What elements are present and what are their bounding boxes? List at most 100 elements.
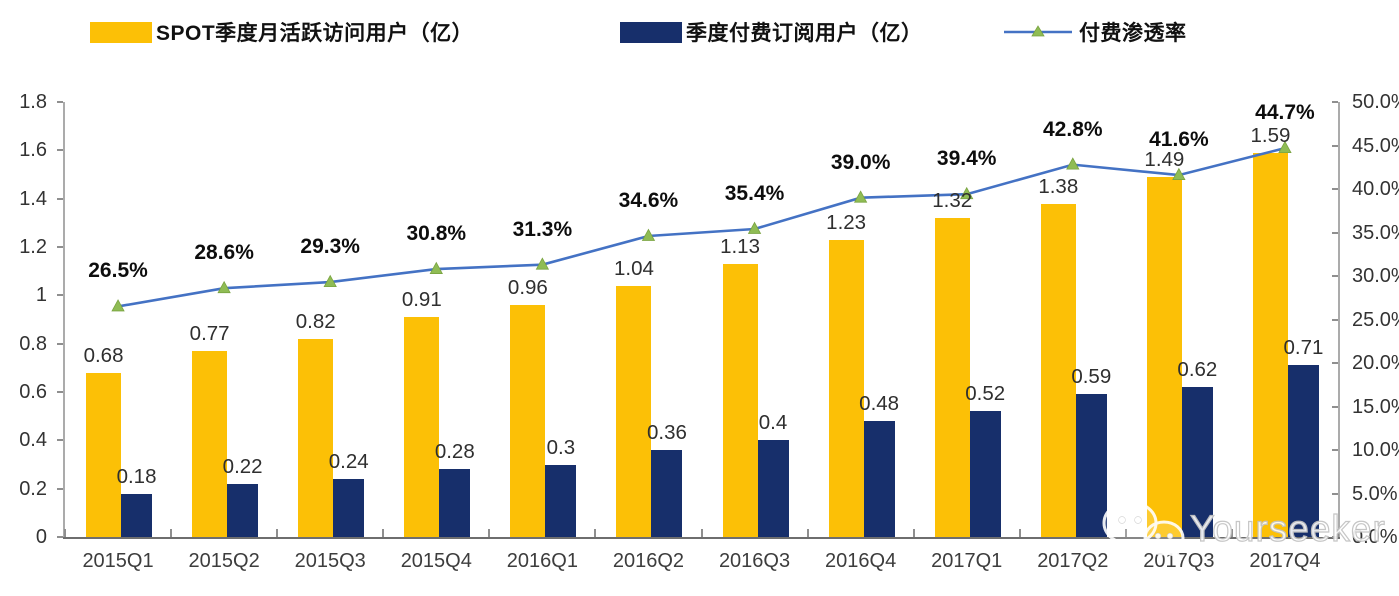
y-right-tick xyxy=(1332,536,1338,538)
y-right-tick xyxy=(1332,188,1338,190)
penetration-point-marker xyxy=(1066,157,1080,170)
subs-value-label: 0.36 xyxy=(647,421,687,444)
x-axis-tick xyxy=(276,529,279,537)
mau-legend-swatch xyxy=(90,21,152,43)
penetration-point-label: 44.7% xyxy=(1255,101,1315,125)
x-axis-label: 2015Q3 xyxy=(294,550,366,572)
penetration-point-label: 42.8% xyxy=(1043,117,1103,141)
subs-value-label: 0.3 xyxy=(546,435,576,459)
penetration-point-label: 28.6% xyxy=(194,241,254,265)
y-right-tick xyxy=(1332,492,1338,495)
y-left-tick xyxy=(57,536,63,538)
y-axis-right-line xyxy=(1338,102,1340,537)
penetration-point-label: 41.6% xyxy=(1149,128,1209,152)
x-axis-label: 2015Q4 xyxy=(400,550,472,572)
x-axis-tick xyxy=(912,529,915,537)
x-axis-tick xyxy=(594,529,597,537)
watermark-text: Yourseeker xyxy=(1189,507,1386,549)
y-left-axis-label: 1 xyxy=(35,284,47,307)
y-right-tick xyxy=(1332,405,1338,408)
y-left-axis-label: 1.2 xyxy=(19,236,47,258)
y-left-axis-label: 0 xyxy=(35,526,47,548)
mau-value-label: 1.13 xyxy=(720,234,760,258)
y-right-axis-label: 20.0% xyxy=(1352,352,1399,374)
y-left-tick xyxy=(57,487,63,490)
mau-value-label: 1.49 xyxy=(1144,147,1185,171)
mau-value-label: 1.32 xyxy=(932,189,973,212)
y-right-tick xyxy=(1332,449,1338,451)
subscribers-legend-swatch xyxy=(620,21,682,43)
subs-value-label: 0.4 xyxy=(758,411,788,435)
mau-bar xyxy=(298,338,334,537)
mau-bar xyxy=(934,218,970,537)
penetration-point-label: 39.4% xyxy=(936,147,997,171)
x-axis-label: 2016Q1 xyxy=(506,550,578,572)
subs-value-label: 0.59 xyxy=(1071,365,1112,389)
penetration-point-marker xyxy=(323,274,337,287)
y-right-axis-label: 40.0% xyxy=(1352,178,1399,200)
x-axis-label: 2016Q2 xyxy=(612,550,685,572)
y-right-axis-label: 15.0% xyxy=(1352,395,1399,418)
subs-value-label: 0.28 xyxy=(434,440,475,464)
mau-legend-label: SPOT季度月活跃访问用户（亿） xyxy=(156,22,474,45)
penetration-point-marker xyxy=(429,261,443,274)
y-right-tick xyxy=(1332,144,1338,147)
y-right-tick xyxy=(1332,231,1338,234)
mau-bar xyxy=(192,350,228,537)
y-left-tick xyxy=(57,149,63,152)
y-left-axis-label: 0.6 xyxy=(19,381,47,403)
y-left-tick xyxy=(57,391,63,393)
penetration-point-label: 39.0% xyxy=(830,150,891,174)
mau-bar xyxy=(1146,176,1182,537)
penetration-point-label: 31.3% xyxy=(512,217,573,241)
mau-value-label: 0.91 xyxy=(401,288,442,312)
mau-bar xyxy=(616,285,652,537)
mau-value-label: 1.38 xyxy=(1038,174,1079,198)
penetration-point-label: 34.6% xyxy=(618,188,679,212)
mau-bar xyxy=(86,372,122,537)
y-left-tick xyxy=(57,294,63,297)
x-axis-tick xyxy=(700,529,703,537)
y-left-tick xyxy=(57,101,63,103)
subs-value-label: 0.22 xyxy=(222,454,263,478)
mau-bar xyxy=(510,305,546,537)
y-left-tick xyxy=(57,342,63,345)
subs-value-label: 0.71 xyxy=(1283,336,1324,360)
mau-value-label: 1.23 xyxy=(826,210,867,234)
subs-bar xyxy=(1075,394,1107,537)
y-left-tick xyxy=(57,246,63,248)
x-axis-label: 2016Q4 xyxy=(825,550,897,572)
subs-value-label: 0.48 xyxy=(859,392,900,415)
penetration-point-marker xyxy=(217,280,231,294)
penetration-line xyxy=(117,146,1286,308)
mau-value-label: 0.82 xyxy=(295,309,336,333)
mau-value-label: 0.77 xyxy=(189,321,230,345)
penetration-point-marker xyxy=(853,190,868,203)
x-axis-label: 2017Q1 xyxy=(931,550,1003,572)
x-axis-label: 2017Q4 xyxy=(1249,550,1321,572)
y-right-axis-label: 35.0% xyxy=(1352,221,1399,244)
penetration-point-marker xyxy=(641,228,656,241)
watermark: Yourseeker xyxy=(1100,498,1386,560)
mau-value-label: 1.04 xyxy=(614,256,654,280)
y-left-axis-label: 0.2 xyxy=(19,477,47,500)
y-right-tick xyxy=(1332,101,1338,103)
subs-bar xyxy=(1287,365,1319,537)
y-right-axis-label: 25.0% xyxy=(1352,308,1399,331)
y-left-tick xyxy=(57,439,63,442)
x-axis-tick xyxy=(382,529,385,537)
penetration-point-label: 29.3% xyxy=(300,235,360,259)
subscribers-legend-label: 季度付费订阅用户（亿） xyxy=(686,22,923,45)
y-right-tick xyxy=(1332,318,1338,321)
x-axis-label: 2017Q2 xyxy=(1037,550,1109,572)
subs-bar xyxy=(863,421,895,537)
y-right-axis-label: 5.0% xyxy=(1352,482,1398,505)
subs-bar xyxy=(757,440,789,537)
y-right-axis-label: 10.0% xyxy=(1352,439,1399,461)
x-axis-label: 2015Q2 xyxy=(188,550,260,572)
y-left-axis-label: 1.4 xyxy=(19,187,47,210)
y-right-axis-label: 50.0% xyxy=(1352,91,1399,113)
y-right-tick xyxy=(1332,362,1338,364)
x-axis-tick xyxy=(1230,529,1233,537)
